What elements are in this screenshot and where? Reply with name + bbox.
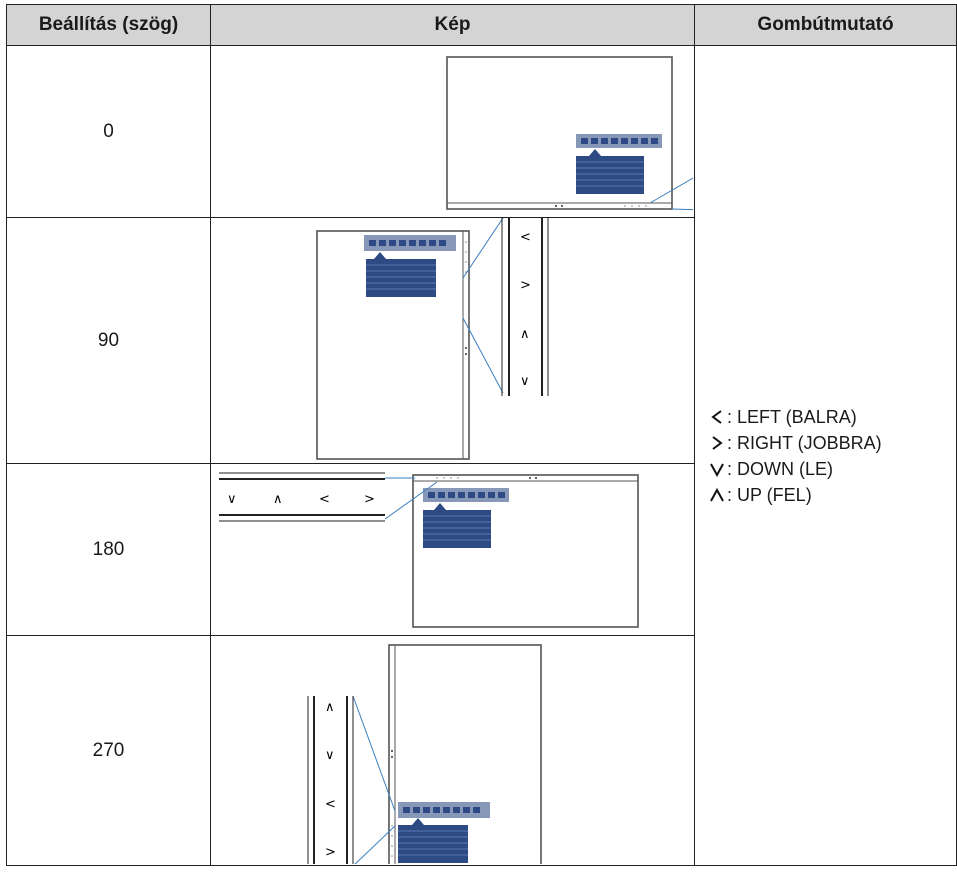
legend-item-left: : LEFT (BALRA) [709, 404, 956, 430]
button-dots [436, 477, 459, 479]
angle-cell: 180 [6, 463, 211, 636]
chevron-right-icon: > [520, 278, 531, 293]
chevron-down-icon: ∨ [520, 374, 530, 389]
table-row: 270 [6, 635, 957, 866]
legend-item-up: : UP (FEL) [709, 482, 956, 508]
indicator-dot [535, 477, 537, 479]
monitor-landscape-flipped-illustration: ∨ ∧ < > [219, 472, 639, 628]
indicator-dot [391, 750, 393, 752]
header-row: Beállítás (szög) Kép Gombútmutató [6, 4, 957, 46]
callout-line [354, 825, 396, 864]
button-dots [624, 205, 647, 207]
chevron-left-icon: < [325, 797, 336, 812]
image-cell: ∧ ∨ < > [210, 635, 695, 866]
callout-line [462, 218, 504, 279]
header-button-guide: Gombútmutató [694, 4, 957, 46]
legend-item-right: : RIGHT (JOBBRA) [709, 430, 956, 456]
osd-menu-bar [576, 134, 662, 148]
osd-rotation-table: Beállítás (szög) Kép Gombútmutató 0 [6, 4, 957, 866]
angle-cell: 90 [6, 217, 211, 464]
osd-menu-lines [576, 161, 644, 187]
monitor-portrait-illustration: < > ∧ ∨ [316, 218, 549, 460]
button-guide-cell: : LEFT (BALRA) : RIGHT (JOBBRA) : DOWN (… [694, 45, 957, 866]
chevron-up-icon: ∧ [273, 492, 283, 507]
osd-menu-items [403, 807, 480, 813]
callout-line [462, 317, 504, 394]
angle-cell: 0 [6, 45, 211, 218]
button-dots [391, 825, 393, 857]
chevron-up-icon [709, 487, 725, 503]
legend-item-down: : DOWN (LE) [709, 456, 956, 482]
osd-menu-items [581, 138, 658, 144]
osd-menu-items [428, 492, 505, 498]
chevron-right-icon: > [325, 845, 336, 860]
table-row: 90 [6, 217, 957, 464]
osd-menu-lines [423, 515, 491, 541]
header-setting: Beállítás (szög) [6, 4, 211, 46]
callout-line [649, 177, 693, 204]
osd-menu-items [369, 240, 446, 246]
table-row: 180 [6, 463, 957, 636]
legend-text: : UP (FEL) [727, 484, 812, 505]
header-image: Kép [210, 4, 695, 46]
chevron-down-icon: ∨ [227, 492, 237, 507]
chevron-left-icon [709, 409, 725, 425]
legend-text: : LEFT (BALRA) [727, 406, 857, 427]
table-row: 0 [6, 45, 957, 866]
indicator-dot [555, 205, 557, 207]
indicator-dot [465, 347, 467, 349]
chevron-left-icon: < [520, 230, 531, 245]
indicator-dot [465, 353, 467, 355]
chevron-down-icon: ∨ [325, 748, 335, 763]
legend-text: : DOWN (LE) [727, 458, 833, 479]
chevron-right-icon: > [364, 492, 375, 507]
monitor-landscape-illustration: < > ∨ ∧ [446, 56, 693, 211]
osd-menu-lines [398, 830, 468, 856]
image-cell: ∨ ∧ < > [210, 463, 695, 636]
indicator-dot [561, 205, 563, 207]
osd-pointer [374, 252, 386, 259]
chevron-up-icon: ∧ [325, 700, 335, 715]
osd-menu-lines [366, 264, 436, 290]
osd-pointer [412, 818, 424, 825]
chevron-right-icon [709, 435, 725, 451]
callout-line [671, 208, 693, 211]
callout-line [352, 695, 396, 812]
osd-pointer [434, 503, 446, 510]
chevron-left-icon: < [319, 492, 330, 507]
monitor-frame [316, 230, 470, 460]
image-cell: < > ∧ ∨ [210, 217, 695, 464]
indicator-dot [529, 477, 531, 479]
chevron-down-icon [709, 461, 725, 477]
chevron-up-icon: ∧ [520, 327, 530, 342]
osd-pointer [589, 149, 601, 156]
monitor-portrait-flipped-illustration: ∧ ∨ < > [307, 644, 542, 864]
image-cell: < > ∨ ∧ [210, 45, 695, 218]
indicator-dot [391, 756, 393, 758]
callout-line [384, 481, 438, 520]
legend-text: : RIGHT (JOBBRA) [727, 432, 882, 453]
angle-cell: 270 [6, 635, 211, 866]
osd-menu-bar [423, 488, 509, 502]
